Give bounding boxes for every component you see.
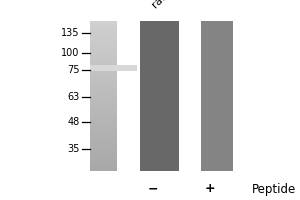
Bar [90, 152, 117, 156]
Bar [90, 28, 117, 32]
Bar [90, 88, 117, 92]
Text: 48: 48 [67, 117, 80, 127]
Text: +: + [205, 182, 215, 196]
Bar [90, 51, 117, 55]
Bar [90, 32, 117, 36]
Bar [90, 111, 117, 115]
Bar [90, 73, 117, 77]
Bar [90, 156, 117, 160]
Bar [90, 134, 117, 137]
Bar [90, 141, 117, 145]
Bar [201, 21, 232, 171]
Bar [90, 122, 117, 126]
Bar [90, 118, 117, 122]
Bar [90, 40, 117, 44]
Bar [90, 126, 117, 130]
Bar [90, 103, 117, 107]
Text: Peptide: Peptide [252, 182, 296, 196]
Bar [90, 137, 117, 141]
Bar [90, 92, 117, 96]
Bar [90, 107, 117, 111]
Bar [90, 160, 117, 164]
Bar [90, 21, 117, 25]
Bar [90, 85, 117, 88]
Bar [90, 36, 117, 40]
Bar [90, 70, 117, 73]
Bar [90, 62, 117, 66]
Bar [90, 66, 117, 70]
Bar [90, 81, 117, 85]
Text: 75: 75 [67, 65, 80, 75]
Bar [90, 96, 117, 100]
Bar [90, 58, 117, 62]
Bar [90, 115, 117, 118]
Bar [90, 55, 117, 58]
Bar [140, 21, 178, 171]
Bar [90, 44, 117, 47]
Bar [90, 145, 117, 148]
Bar [90, 167, 117, 171]
Bar [90, 65, 136, 71]
Text: 63: 63 [67, 92, 80, 102]
Bar [90, 77, 117, 81]
Bar [90, 25, 117, 28]
Text: rat heart: rat heart [150, 0, 190, 10]
Bar [90, 100, 117, 103]
Text: 100: 100 [61, 48, 80, 58]
Text: 135: 135 [61, 28, 80, 38]
Bar [90, 47, 117, 51]
Bar [90, 148, 117, 152]
Text: 35: 35 [67, 144, 80, 154]
Text: −: − [148, 182, 158, 196]
Bar [90, 130, 117, 134]
Bar [90, 163, 117, 167]
